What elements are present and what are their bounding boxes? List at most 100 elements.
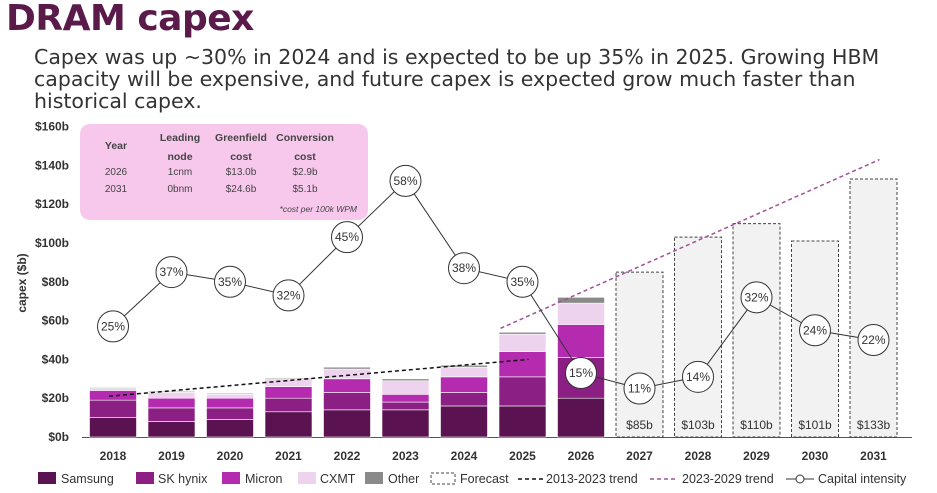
- slide-title: DRAM capex: [6, 0, 254, 39]
- forecast-bar: [615, 271, 664, 438]
- capital-intensity-label: 14%: [686, 370, 710, 384]
- capital-intensity-label: 58%: [393, 174, 417, 188]
- capital-intensity-marker: [331, 221, 363, 254]
- y-tick-label: $0b: [48, 430, 69, 444]
- capital-intensity-label: 22%: [861, 333, 885, 347]
- capital-intensity-label: 32%: [744, 290, 768, 304]
- forecast-value-label: $101b: [798, 418, 832, 432]
- x-tick-label: 2027: [626, 449, 653, 463]
- bar-segment-sk-hynix: [89, 399, 137, 418]
- capital-intensity-marker: [97, 310, 129, 343]
- inset-cell: $24.6b: [226, 184, 257, 195]
- capital-intensity-marker: [565, 356, 597, 389]
- x-tick-label: 2020: [217, 449, 244, 463]
- forecast-value-label: $103b: [681, 418, 715, 432]
- capital-intensity-marker: [740, 281, 773, 314]
- x-tick-label: 2019: [158, 449, 185, 463]
- capital-intensity-marker: [389, 164, 422, 197]
- capital-intensity-marker: [682, 360, 714, 393]
- x-tick-label: 2025: [509, 449, 536, 463]
- y-tick-label: $20b: [42, 391, 69, 405]
- y-tick-label: $120b: [35, 197, 69, 211]
- bar-segment-other: [147, 391, 196, 393]
- capital-intensity-label: 15%: [569, 366, 593, 380]
- y-tick-label: $160b: [35, 120, 69, 134]
- bar-segment-samsung: [557, 397, 605, 438]
- forecast-bar: [849, 178, 898, 438]
- inset-note: *cost per 100k WPM: [280, 204, 358, 214]
- capital-intensity-label: 35%: [218, 275, 242, 289]
- inset-cell: $5.1b: [292, 184, 317, 195]
- bar-segment-other: [498, 331, 547, 335]
- bar-segment-sk-hynix: [323, 392, 371, 411]
- inset-cell: 1cnm: [168, 167, 192, 178]
- x-tick-label: 2026: [568, 449, 595, 463]
- forecast-value-label: $110b: [740, 418, 773, 432]
- legend-label: Samsung: [61, 472, 114, 486]
- bar-segment-cxmt: [557, 302, 605, 325]
- trend-line-2: [500, 158, 880, 330]
- x-tick-label: 2018: [100, 449, 127, 463]
- inset-header: cost: [294, 151, 316, 163]
- legend-label: 2013-2023 trend: [546, 472, 638, 486]
- inset-cell: $2.9b: [292, 167, 317, 178]
- inset-cell: $13.0b: [226, 167, 257, 178]
- bar-segment-samsung: [264, 411, 313, 438]
- bar-segment-samsung: [323, 409, 371, 438]
- capital-intensity-marker: [799, 314, 831, 347]
- bar-segment-micron: [264, 386, 313, 399]
- bar-segment-sk-hynix: [147, 407, 196, 422]
- capital-intensity-label: 38%: [452, 261, 476, 275]
- capital-intensity-label: 45%: [335, 230, 359, 244]
- bar-segment-other: [557, 297, 605, 304]
- inset-header: Year: [105, 140, 127, 152]
- y-axis-label: capex ($b): [15, 253, 29, 312]
- y-tick-label: $100b: [35, 236, 69, 250]
- capital-intensity-label: 35%: [510, 275, 534, 289]
- y-tick-label: $80b: [42, 275, 69, 289]
- bar-segment-micron: [147, 397, 196, 409]
- legend-swatch: [365, 472, 383, 484]
- capital-intensity-marker: [214, 265, 246, 298]
- capital-intensity-marker: [272, 279, 305, 312]
- bar-segment-other: [206, 393, 254, 395]
- trend-line-1: [108, 358, 529, 398]
- slide-subtitle: Capex was up ~30% in 2024 and is expecte…: [34, 45, 880, 113]
- inset-header: node: [167, 151, 192, 163]
- legend-label: SK hynix: [158, 472, 208, 486]
- forecast-value-label: $133b: [857, 418, 891, 432]
- legend-swatch: [430, 472, 456, 485]
- bar-segment-samsung: [89, 417, 137, 438]
- y-tick-label: $140b: [35, 158, 69, 172]
- bar-segment-cxmt: [498, 333, 547, 352]
- inset-header: Leading: [160, 132, 200, 144]
- x-tick-label: 2022: [334, 449, 361, 463]
- legend-swatch: [222, 472, 240, 484]
- bar-segment-sk-hynix: [498, 376, 547, 407]
- bar-segment-cxmt: [381, 380, 430, 395]
- capital-intensity-label: 11%: [628, 382, 651, 396]
- bar-segment-samsung: [440, 405, 488, 438]
- inset-header: Conversion: [276, 132, 334, 144]
- bar-segment-cxmt: [206, 394, 254, 399]
- bar-segment-samsung: [147, 421, 196, 438]
- bar-segment-micron: [89, 390, 137, 401]
- inset-cell: 2026: [105, 167, 128, 178]
- capital-intensity-marker: [448, 252, 480, 285]
- legend-label: Micron: [245, 472, 283, 486]
- bar-segment-sk-hynix: [264, 397, 313, 413]
- bar-segment-other: [440, 364, 488, 368]
- y-tick-label: $40b: [42, 352, 69, 366]
- capital-intensity-label: 32%: [276, 288, 300, 302]
- bar-segment-sk-hynix: [206, 407, 254, 420]
- forecast-bar: [791, 240, 839, 438]
- x-tick-label: 2029: [743, 449, 770, 463]
- bar-segment-cxmt: [440, 366, 488, 378]
- bar-segment-samsung: [381, 409, 430, 438]
- bar-segment-cxmt: [147, 392, 196, 399]
- capital-intensity-label: 24%: [803, 323, 827, 337]
- bar-segment-samsung: [206, 419, 254, 438]
- y-tick-label: $60b: [42, 314, 69, 328]
